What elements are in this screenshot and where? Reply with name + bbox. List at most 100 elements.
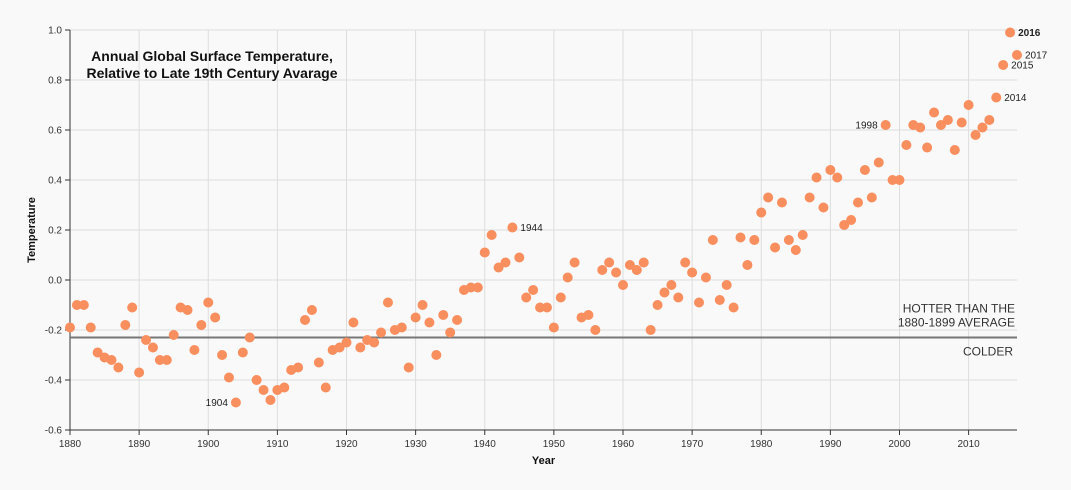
data-point <box>797 230 808 240</box>
data-point <box>500 257 511 268</box>
data-point <box>776 197 787 208</box>
data-point <box>783 235 794 245</box>
data-point <box>382 297 393 308</box>
data-point <box>203 297 214 308</box>
data-point <box>984 115 995 125</box>
data-point <box>548 322 559 333</box>
data-point <box>1012 50 1022 60</box>
x-tick-label: 1940 <box>474 439 497 450</box>
data-point <box>880 120 891 130</box>
data-point <box>887 175 898 185</box>
data-point <box>85 322 96 333</box>
data-point <box>348 317 359 328</box>
y-tick-label: 1.0 <box>48 26 62 37</box>
data-point <box>825 165 836 175</box>
data-point <box>258 385 269 395</box>
annotation-label: 1904 <box>206 398 229 409</box>
data-point <box>535 302 546 313</box>
y-tick-label: 0.8 <box>48 76 62 87</box>
hotter-label-line-2: 1880-1899 AVERAGE <box>898 316 1015 330</box>
data-point <box>922 142 933 153</box>
data-point <box>901 140 912 150</box>
annotation-label: 1998 <box>855 121 878 132</box>
annotation-label: 1944 <box>520 223 543 234</box>
data-point <box>832 172 843 183</box>
data-point <box>562 272 573 283</box>
data-point <box>624 260 635 270</box>
data-point <box>680 257 691 268</box>
data-point <box>65 322 75 333</box>
chart-title-line-1: Annual Global Surface Temperature, <box>91 48 333 64</box>
chart-title-line-2: Relative to Late 19th Century Avarage <box>86 65 337 81</box>
data-point <box>583 310 594 320</box>
data-point <box>700 272 711 283</box>
data-point <box>507 222 518 233</box>
x-tick-label: 2010 <box>957 439 980 450</box>
x-tick-label: 1970 <box>681 439 704 450</box>
data-point <box>839 220 850 230</box>
x-tick-label: 1990 <box>819 439 842 450</box>
data-points <box>65 27 1022 408</box>
data-point <box>770 242 781 253</box>
x-tick-label: 1960 <box>612 439 635 450</box>
data-point <box>666 280 677 290</box>
data-point <box>541 302 552 313</box>
x-tick-label: 1950 <box>543 439 566 450</box>
data-point <box>659 287 670 298</box>
data-point <box>638 257 649 268</box>
data-point <box>846 215 857 225</box>
data-point <box>92 347 103 358</box>
y-tick-label: 0.4 <box>48 176 62 187</box>
data-point <box>493 262 504 273</box>
data-point <box>687 267 698 278</box>
data-point <box>410 312 421 323</box>
data-point <box>120 320 131 330</box>
data-point <box>735 232 746 243</box>
y-tick-label: 0.0 <box>48 276 62 287</box>
y-tick-label: -0.4 <box>45 376 63 387</box>
data-point <box>479 247 490 258</box>
data-point <box>714 295 725 305</box>
data-point <box>452 315 463 325</box>
data-point <box>645 325 656 335</box>
gridlines <box>69 29 1017 431</box>
annotation-label: 2015 <box>1011 61 1034 72</box>
data-point <box>811 172 822 183</box>
data-point <box>970 130 981 140</box>
data-point <box>742 260 753 270</box>
data-point <box>652 300 663 310</box>
data-point <box>590 325 601 335</box>
data-point <box>694 297 705 308</box>
data-point <box>71 300 82 310</box>
data-point <box>355 342 366 353</box>
data-point <box>528 285 539 295</box>
data-point <box>279 382 290 393</box>
data-point <box>604 257 615 268</box>
y-tick-label: -0.2 <box>45 326 63 337</box>
data-point <box>306 305 317 315</box>
data-point <box>915 122 926 133</box>
x-tick-label: 1910 <box>266 439 289 450</box>
data-point <box>804 192 815 203</box>
data-point <box>369 337 380 348</box>
data-point <box>569 257 580 268</box>
data-point <box>445 327 456 338</box>
annotation-label: 2016 <box>1018 28 1041 39</box>
data-point <box>424 317 435 328</box>
y-tick-label: 0.2 <box>48 226 62 237</box>
y-axis-ticks: -0.6 -0.4 -0.2 0.0 0.2 0.4 0.6 0.8 1.0 <box>45 26 70 437</box>
data-point <box>942 115 953 125</box>
data-point <box>320 382 331 393</box>
data-point <box>929 107 940 118</box>
data-point <box>977 122 988 133</box>
data-point <box>396 322 407 333</box>
data-point <box>611 267 622 278</box>
x-axis-title: Year <box>532 455 556 467</box>
x-tick-label: 1930 <box>404 439 427 450</box>
data-point <box>707 235 718 245</box>
data-point <box>251 375 262 385</box>
data-point <box>417 300 428 310</box>
annotation-label: 2017 <box>1025 51 1048 62</box>
data-point <box>956 117 967 128</box>
